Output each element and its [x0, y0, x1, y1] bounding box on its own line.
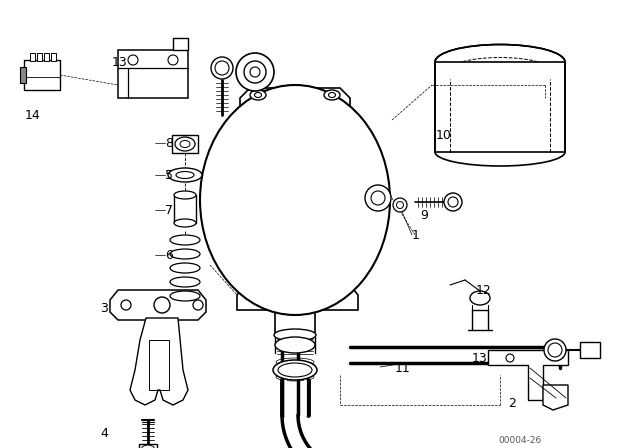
Bar — [51, 53, 56, 61]
Bar — [37, 53, 42, 61]
Ellipse shape — [174, 219, 196, 227]
Bar — [149, 340, 169, 390]
Ellipse shape — [200, 85, 390, 315]
Ellipse shape — [444, 193, 462, 211]
Ellipse shape — [121, 300, 131, 310]
Polygon shape — [130, 318, 188, 405]
Bar — [24, 60, 60, 90]
Ellipse shape — [170, 291, 200, 301]
Text: 9: 9 — [420, 208, 428, 221]
Text: 11: 11 — [395, 362, 411, 375]
Polygon shape — [240, 88, 350, 115]
Ellipse shape — [324, 90, 340, 100]
Ellipse shape — [328, 92, 335, 98]
Ellipse shape — [170, 249, 200, 259]
Ellipse shape — [365, 185, 391, 211]
Text: 6: 6 — [165, 249, 173, 262]
Ellipse shape — [278, 363, 312, 377]
Polygon shape — [173, 38, 188, 50]
Text: 10: 10 — [436, 129, 452, 142]
Text: 8: 8 — [165, 137, 173, 150]
Bar — [139, 444, 157, 448]
Text: 13: 13 — [112, 56, 128, 69]
Polygon shape — [488, 350, 568, 400]
Ellipse shape — [170, 235, 200, 245]
Ellipse shape — [176, 172, 194, 178]
Ellipse shape — [215, 61, 229, 75]
Polygon shape — [237, 285, 358, 310]
Text: 14: 14 — [25, 108, 41, 121]
Bar — [118, 50, 188, 98]
Text: 7: 7 — [165, 203, 173, 216]
Ellipse shape — [273, 360, 317, 380]
Ellipse shape — [275, 337, 315, 353]
Ellipse shape — [255, 92, 262, 98]
Text: 12: 12 — [476, 284, 492, 297]
Bar — [435, 62, 565, 152]
Ellipse shape — [470, 291, 490, 305]
Bar — [30, 53, 35, 61]
Ellipse shape — [211, 57, 233, 79]
Ellipse shape — [236, 53, 274, 91]
Ellipse shape — [193, 300, 203, 310]
Polygon shape — [543, 385, 568, 410]
Ellipse shape — [548, 343, 562, 357]
Text: 00004-26: 00004-26 — [498, 435, 541, 444]
Ellipse shape — [274, 329, 316, 341]
Ellipse shape — [397, 202, 403, 208]
Ellipse shape — [170, 263, 200, 273]
Bar — [174, 195, 196, 223]
Ellipse shape — [170, 277, 200, 287]
Ellipse shape — [168, 168, 202, 182]
Ellipse shape — [244, 61, 266, 83]
Ellipse shape — [250, 90, 266, 100]
Polygon shape — [110, 290, 206, 320]
Ellipse shape — [393, 198, 407, 212]
Text: 3: 3 — [100, 302, 108, 314]
Text: 1: 1 — [412, 228, 420, 241]
Ellipse shape — [448, 197, 458, 207]
Text: 2: 2 — [508, 396, 516, 409]
Ellipse shape — [544, 339, 566, 361]
Ellipse shape — [174, 191, 196, 199]
Bar — [20, 67, 26, 83]
Bar — [172, 135, 198, 153]
Text: 13: 13 — [472, 352, 488, 365]
Ellipse shape — [371, 191, 385, 205]
Bar — [44, 53, 49, 61]
Ellipse shape — [175, 137, 195, 151]
Text: 4: 4 — [100, 426, 108, 439]
Ellipse shape — [154, 297, 170, 313]
Text: 5: 5 — [165, 168, 173, 181]
Bar — [580, 342, 600, 358]
